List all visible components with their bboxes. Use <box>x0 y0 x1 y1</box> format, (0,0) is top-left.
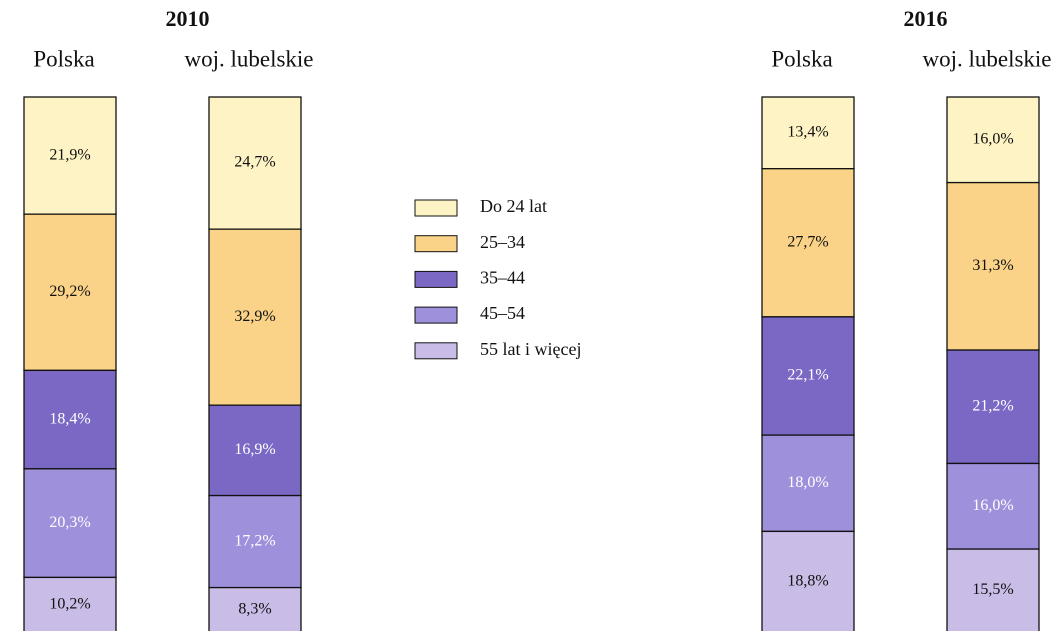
value-label: 10,2% <box>49 595 90 612</box>
value-label: 20,3% <box>49 514 90 531</box>
bar-segment <box>23 369 117 470</box>
bar-segment <box>761 530 855 631</box>
legend-label: 55 lat i więcej <box>480 339 581 359</box>
group-title: 2010 <box>166 6 210 31</box>
bar-segment <box>208 96 302 230</box>
legend-swatch <box>414 342 458 360</box>
value-label: 21,9% <box>49 146 90 163</box>
group-title: 2016 <box>904 6 948 31</box>
value-label: 32,9% <box>234 308 275 325</box>
bar-segment <box>23 468 117 579</box>
bar-segment <box>761 168 855 318</box>
category-label: woj. lubelskie <box>184 46 313 71</box>
bar-segment <box>761 316 855 436</box>
category-label: Polska <box>771 46 832 71</box>
legend-label: 25–34 <box>480 232 525 252</box>
bar-segment <box>208 228 302 406</box>
value-label: 22,1% <box>787 367 828 384</box>
value-label: 18,0% <box>787 474 828 491</box>
legend-swatch <box>414 235 458 253</box>
bar-segment <box>946 462 1040 550</box>
bar-segment <box>23 213 117 372</box>
legend-label: 45–54 <box>480 303 525 323</box>
value-label: 24,7% <box>234 154 275 171</box>
bar-segment <box>208 586 302 631</box>
value-label: 18,8% <box>787 572 828 589</box>
bar-segment <box>23 576 117 631</box>
value-label: 8,3% <box>238 600 271 617</box>
value-label: 17,2% <box>234 532 275 549</box>
category-label: woj. lubelskie <box>922 46 1051 71</box>
bar-segment <box>946 181 1040 351</box>
bar-segment <box>23 96 117 215</box>
value-label: 18,4% <box>49 410 90 427</box>
value-label: 15,5% <box>972 581 1013 598</box>
category-label: Polska <box>33 46 94 71</box>
bar-segment <box>208 404 302 497</box>
value-label: 21,2% <box>972 397 1013 414</box>
bar-segment <box>208 494 302 589</box>
legend-swatch <box>414 270 458 288</box>
legend-swatch <box>414 199 458 217</box>
bar-segment <box>946 548 1040 631</box>
value-label: 27,7% <box>787 233 828 250</box>
value-label: 16,0% <box>972 130 1013 147</box>
value-label: 29,2% <box>49 283 90 300</box>
legend-label: 35–44 <box>480 268 525 288</box>
bar-segment <box>761 434 855 533</box>
legend-swatch <box>414 306 458 324</box>
value-label: 16,0% <box>972 497 1013 514</box>
value-label: 13,4% <box>787 124 828 141</box>
legend-label: Do 24 lat <box>480 196 547 216</box>
value-label: 31,3% <box>972 257 1013 274</box>
value-label: 16,9% <box>234 441 275 458</box>
